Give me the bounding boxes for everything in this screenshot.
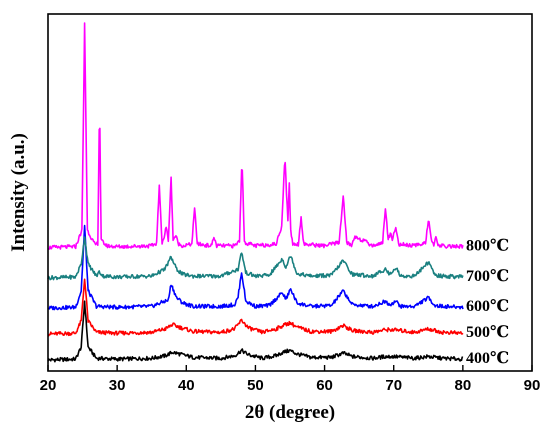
legend: 400℃ 500℃ 600℃ 700℃ 800℃ — [466, 238, 509, 367]
x-tick-label: 20 — [40, 377, 57, 394]
series-line — [47, 236, 464, 281]
plot-frame — [47, 13, 533, 372]
series-line — [47, 300, 464, 363]
legend-label: 800℃ — [466, 238, 509, 255]
x-tick-label: 70 — [385, 377, 402, 394]
legend-label: 600℃ — [466, 298, 509, 315]
legend-label: 500℃ — [466, 324, 509, 341]
x-tick-label: 90 — [524, 377, 541, 394]
plot-lines — [47, 22, 464, 363]
legend-label: 400℃ — [466, 350, 509, 367]
series-line — [47, 224, 464, 311]
x-tick-label: 80 — [455, 377, 472, 394]
y-axis-title: Intensity (a.u.) — [8, 133, 29, 252]
x-tick-label: 40 — [178, 377, 195, 394]
x-tick-label: 30 — [109, 377, 126, 394]
x-axis-ticks: 20 30 40 50 60 70 80 90 — [40, 365, 541, 394]
series-line — [47, 278, 464, 337]
x-tick-label: 60 — [316, 377, 333, 394]
series-line — [47, 22, 464, 250]
x-tick-label: 50 — [247, 377, 264, 394]
legend-label: 700℃ — [466, 268, 509, 285]
x-axis-title: 2θ (degree) — [245, 402, 335, 423]
